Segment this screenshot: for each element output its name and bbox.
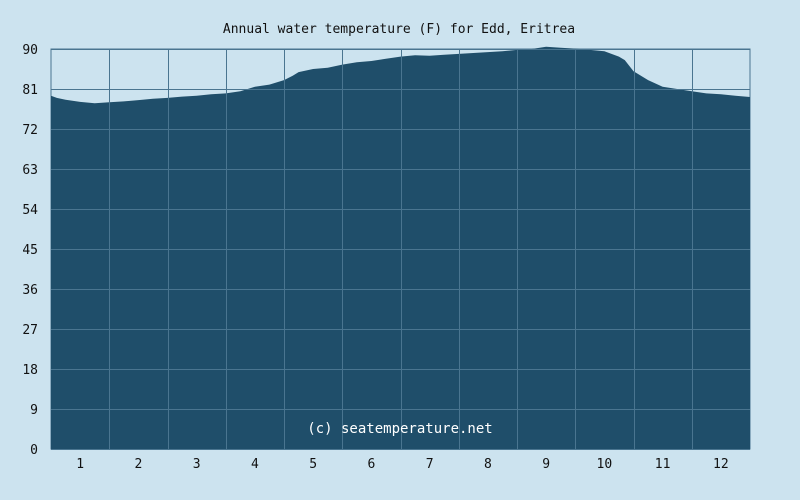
y-tick-label: 27 [22, 323, 38, 338]
y-axis-tick-labels: 0 9 18 27 36 45 54 63 72 81 90 [22, 43, 38, 458]
y-tick-label: 45 [22, 243, 38, 258]
x-tick-label: 11 [655, 457, 671, 472]
x-tick-label: 2 [134, 457, 142, 472]
x-tick-label: 4 [251, 457, 259, 472]
y-tick-label: 54 [22, 203, 38, 218]
chart-title: Annual water temperature (F) for Edd, Er… [223, 22, 575, 37]
watermark-text: (c) seatemperature.net [307, 421, 492, 437]
temperature-area-series [51, 46, 750, 450]
y-tick-label: 81 [22, 83, 38, 98]
y-tick-label: 90 [22, 43, 38, 58]
x-tick-label: 8 [484, 457, 492, 472]
x-tick-label: 12 [713, 457, 729, 472]
x-axis-tick-labels: 1 2 3 4 5 6 7 8 9 10 11 12 [76, 457, 728, 472]
x-tick-label: 5 [309, 457, 317, 472]
x-tick-label: 9 [542, 457, 550, 472]
y-tick-label: 0 [30, 443, 38, 458]
x-tick-label: 6 [367, 457, 375, 472]
y-tick-label: 9 [30, 403, 38, 418]
x-tick-label: 1 [76, 457, 84, 472]
x-tick-label: 7 [426, 457, 434, 472]
grid-lines [51, 49, 750, 450]
y-tick-label: 18 [22, 363, 38, 378]
x-tick-label: 10 [597, 457, 613, 472]
x-tick-label: 3 [193, 457, 201, 472]
y-tick-label: 36 [22, 283, 38, 298]
y-tick-label: 72 [22, 123, 38, 138]
y-tick-label: 63 [22, 163, 38, 178]
